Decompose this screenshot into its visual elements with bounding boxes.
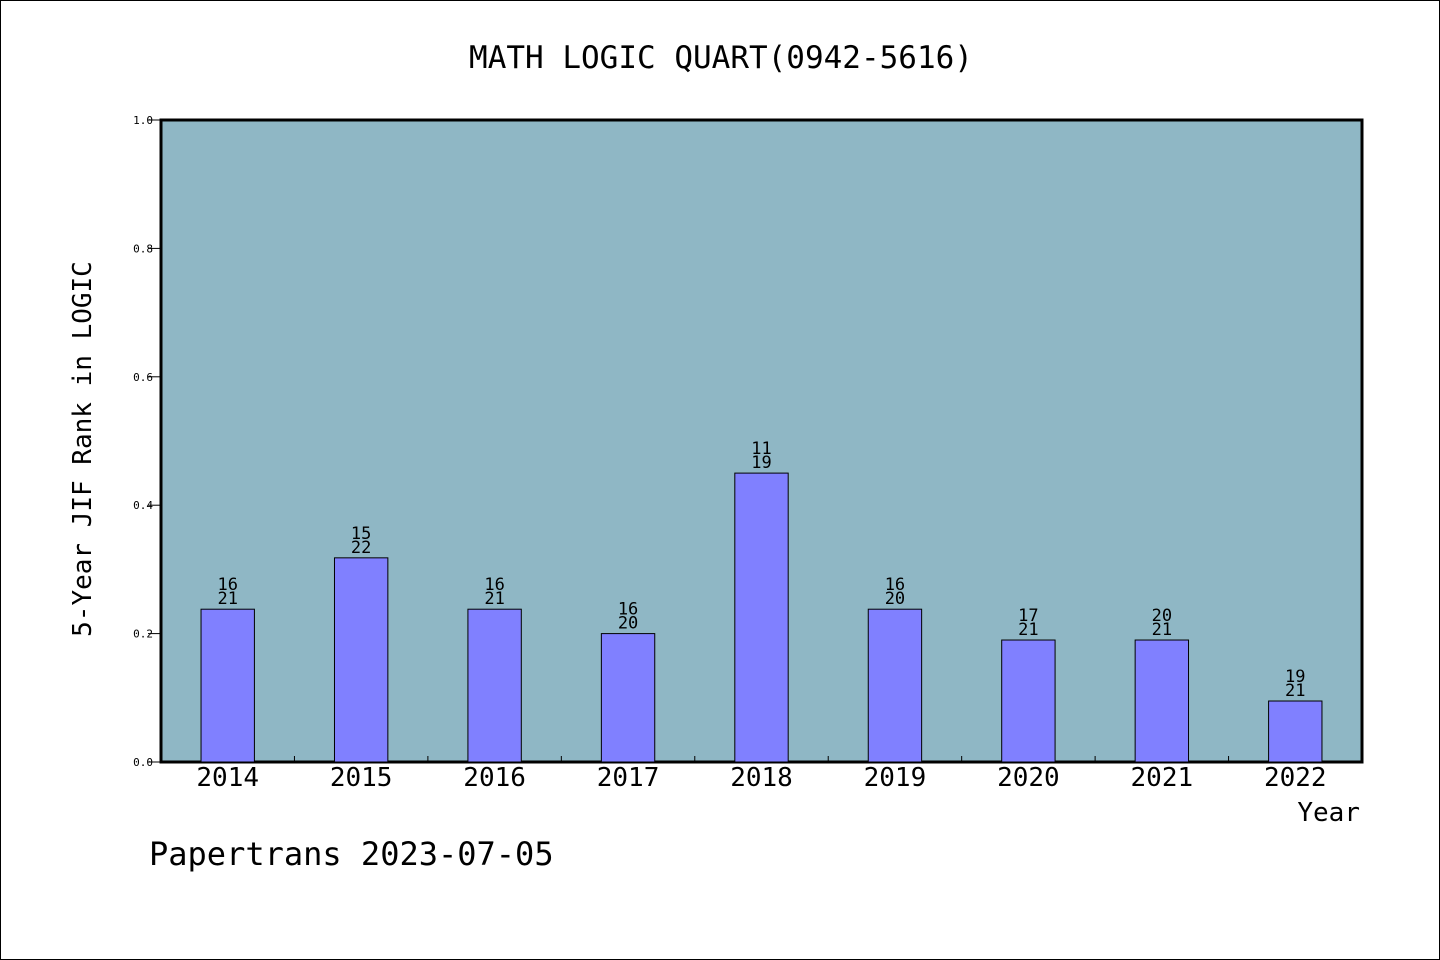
bar-2016 bbox=[467, 608, 522, 763]
x-tick-label-2022: 2022 bbox=[1264, 763, 1327, 793]
bar-total-label-2019: 20 bbox=[885, 589, 905, 609]
bar-2017 bbox=[600, 633, 656, 763]
bar-rank-label-2015: 15 bbox=[351, 524, 371, 544]
bar-rank-label-2018: 11 bbox=[751, 439, 771, 459]
bar-2014 bbox=[200, 608, 255, 763]
bar-rank-label-2014: 16 bbox=[217, 575, 237, 595]
bar-total-label-2021: 21 bbox=[1152, 620, 1172, 640]
x-axis: 2014 2015 2016 2017 2018 2019 2020 2021 2022 bbox=[196, 756, 1327, 793]
y-tick-label-2: 0.4 bbox=[133, 499, 153, 512]
bar-2018 bbox=[734, 472, 789, 763]
bar-rank-label-2019: 16 bbox=[885, 575, 905, 595]
bar-2022 bbox=[1268, 700, 1323, 763]
y-axis-label: 5-Year JIF Rank in LOGIC bbox=[68, 261, 98, 637]
chart-title: MATH LOGIC QUART(0942-5616) bbox=[469, 40, 973, 76]
bar-total-label-2022: 21 bbox=[1285, 681, 1305, 701]
bar-rank-label-2020: 17 bbox=[1018, 606, 1038, 626]
y-tick-label-0: 0.0 bbox=[133, 756, 153, 769]
y-axis: 0.0 0.2 0.4 0.6 0.8 1.0 bbox=[133, 114, 161, 769]
bar-total-label-2014: 21 bbox=[217, 589, 237, 609]
x-tick-label-2019: 2019 bbox=[864, 763, 927, 793]
bar-2021 bbox=[1134, 639, 1190, 763]
x-tick-label-2018: 2018 bbox=[730, 763, 793, 793]
x-tick-label-2014: 2014 bbox=[196, 763, 259, 793]
bar-total-label-2018: 19 bbox=[751, 453, 771, 473]
bar-rank-label-2017: 16 bbox=[618, 600, 638, 620]
x-tick-label-2021: 2021 bbox=[1131, 763, 1194, 793]
bar-2015 bbox=[333, 557, 389, 763]
x-tick-label-2017: 2017 bbox=[597, 763, 660, 793]
bar-rank-label-2022: 19 bbox=[1285, 667, 1305, 687]
bar-total-label-2016: 21 bbox=[484, 589, 504, 609]
x-tick-label-2015: 2015 bbox=[330, 763, 393, 793]
footer-text: Papertrans 2023-07-05 bbox=[149, 835, 554, 873]
y-tick-label-1: 0.2 bbox=[133, 628, 153, 641]
x-tick-label-2020: 2020 bbox=[997, 763, 1060, 793]
bar-total-label-2015: 22 bbox=[351, 538, 371, 558]
bar-2019 bbox=[867, 608, 923, 763]
y-tick-label-3: 0.6 bbox=[133, 371, 153, 384]
y-tick-label-5: 1.0 bbox=[133, 114, 153, 127]
x-tick-label-2016: 2016 bbox=[463, 763, 526, 793]
bar-rank-label-2021: 20 bbox=[1152, 606, 1172, 626]
bar-2020 bbox=[1001, 639, 1056, 763]
y-tick-label-4: 0.8 bbox=[133, 242, 153, 255]
x-axis-label: Year bbox=[1297, 798, 1360, 828]
bar-rank-label-2016: 16 bbox=[484, 575, 504, 595]
bar-total-label-2017: 20 bbox=[618, 614, 638, 634]
bar-total-label-2020: 21 bbox=[1018, 620, 1038, 640]
